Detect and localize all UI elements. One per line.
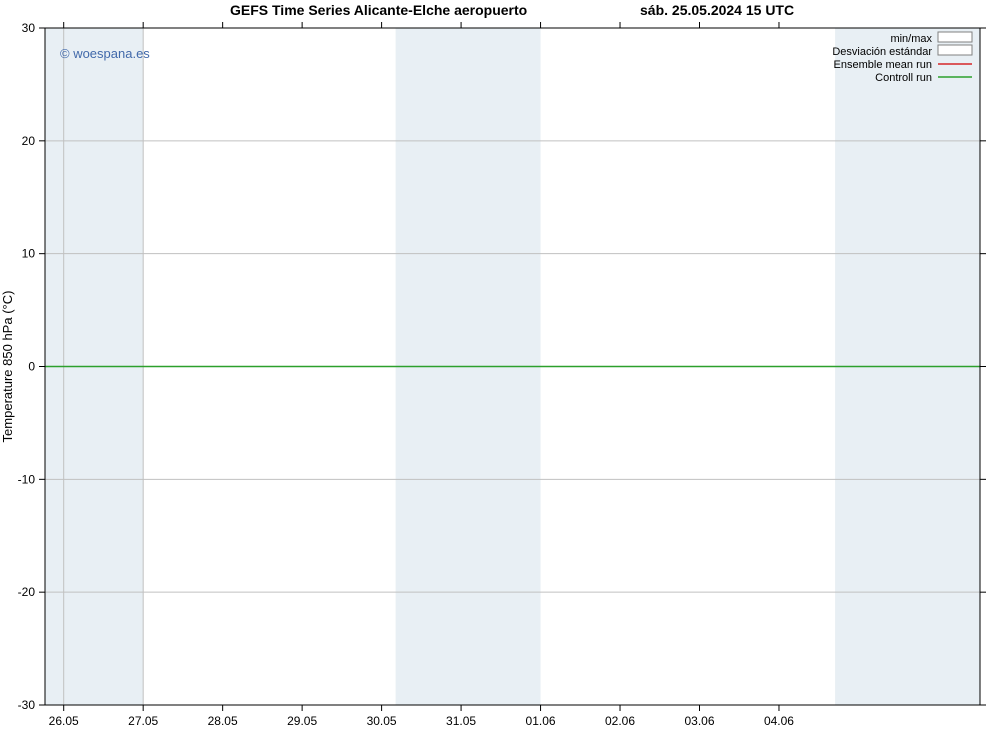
x-tick-label: 01.06 <box>526 714 556 728</box>
chart-svg: -30 -20 -10 0 10 20 30 26.05 27.05 28.05 29.05 30.0… <box>0 0 1000 733</box>
y-tick-label: 0 <box>28 360 35 374</box>
watermark: © woespana.es <box>60 46 150 61</box>
x-tick-label: 28.05 <box>208 714 238 728</box>
x-tick-label: 30.05 <box>367 714 397 728</box>
x-tick-label: 04.06 <box>764 714 794 728</box>
x-tick-label: 31.05 <box>446 714 476 728</box>
y-tick-label: 30 <box>22 21 36 35</box>
chart-container: -30 -20 -10 0 10 20 30 26.05 27.05 28.05 29.05 30.0… <box>0 0 1000 733</box>
chart-title-right: sáb. 25.05.2024 15 UTC <box>640 2 794 18</box>
chart-title-left: GEFS Time Series Alicante-Elche aeropuer… <box>230 2 527 18</box>
y-tick-label: -10 <box>18 472 36 486</box>
x-tick-label: 27.05 <box>128 714 158 728</box>
y-tick-label: 20 <box>22 134 36 148</box>
y-tick-label: -30 <box>18 698 36 712</box>
legend-label: Ensemble mean run <box>834 59 932 71</box>
x-tick-label: 26.05 <box>49 714 79 728</box>
legend-swatch-box <box>938 45 972 55</box>
y-tick-label: -20 <box>18 585 36 599</box>
legend-label: Controll run <box>875 72 932 84</box>
x-tick-label: 02.06 <box>605 714 635 728</box>
y-tick-label: 10 <box>22 247 36 261</box>
y-axis-label: Temperature 850 hPa (°C) <box>0 291 15 443</box>
legend-label: min/max <box>890 33 932 45</box>
x-tick-label: 03.06 <box>684 714 714 728</box>
x-tick-label: 29.05 <box>287 714 317 728</box>
legend-swatch-box <box>938 32 972 42</box>
legend-label: Desviación estándar <box>832 46 932 58</box>
